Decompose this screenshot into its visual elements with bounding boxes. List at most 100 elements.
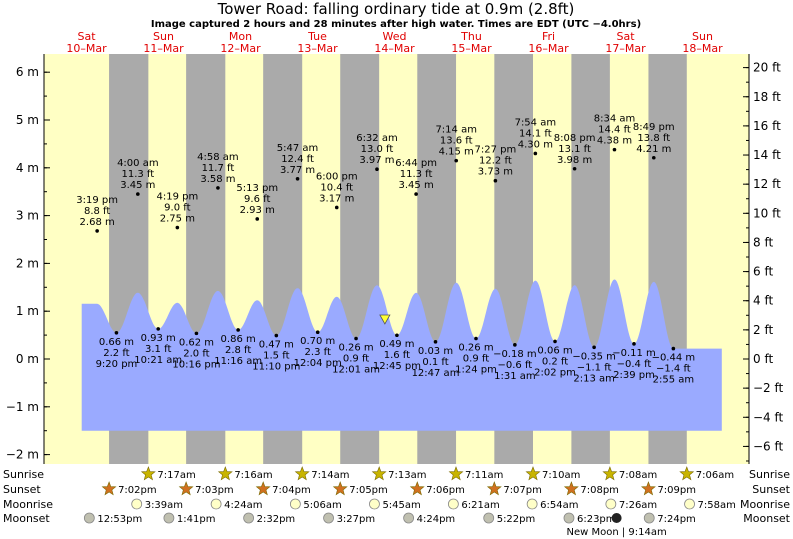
sun-icon	[525, 466, 541, 481]
tide-time: 7:14 am	[435, 125, 477, 136]
tide-height-ft: 2.8 ft	[225, 345, 251, 356]
tide-height-ft: 13.6 ft	[440, 136, 473, 147]
tide-point	[454, 158, 459, 163]
tide-point	[334, 205, 339, 210]
moon-icon	[643, 512, 655, 524]
tide-height-ft: 0.9 ft	[463, 354, 489, 365]
tide-height-m: −0.11 m	[612, 348, 656, 359]
tide-time: 6:32 am	[356, 133, 398, 144]
tide-height-m: 4.38 m	[597, 136, 632, 147]
sun-icon	[140, 466, 156, 481]
sun-icon	[332, 481, 348, 496]
tide-time: 8:34 am	[594, 114, 636, 125]
sun-icon	[563, 481, 579, 496]
tide-point	[474, 336, 478, 341]
day-date: 17–Mar	[605, 42, 646, 55]
astronomy-table: Sunrise Sunrise Sunset Sunset Moonrise Moonri…	[3, 466, 791, 538]
moon-icon	[526, 498, 538, 510]
header-background	[0, 0, 793, 54]
row-label-right: Sunrise	[749, 468, 790, 481]
moon-icon	[83, 512, 95, 524]
tide-height-ft: 2.3 ft	[305, 347, 331, 358]
moon-icon	[210, 498, 222, 510]
tide-height-ft: 9.0 ft	[164, 203, 190, 214]
tide-point	[114, 331, 119, 335]
chart-title: Tower Road: falling ordinary tide at 0.9…	[217, 0, 575, 18]
tide-height-m: 4.15 m	[439, 147, 474, 158]
tide-height-ft: 14.1 ft	[519, 128, 552, 139]
tide-height-m: 0.86 m	[221, 334, 256, 345]
tide-point	[295, 176, 300, 181]
tide-time: 1:24 pm	[455, 365, 497, 376]
tide-height-m: 3.58 m	[200, 174, 235, 185]
row-label-left: Sunset	[3, 483, 41, 496]
moon-icon	[163, 512, 175, 524]
sunset-time: 7:05pm	[349, 485, 388, 496]
tide-point	[612, 147, 617, 152]
tide-time: 12:01 am	[332, 365, 380, 376]
tide-time: 4:19 pm	[156, 192, 198, 203]
sun-icon	[294, 466, 310, 481]
day-name: Sat	[77, 30, 96, 43]
chart-subtitle: Image captured 2 hours and 28 minutes af…	[151, 19, 641, 30]
tide-time: 11:10 pm	[252, 362, 300, 373]
tide-height-m: 3.98 m	[557, 155, 592, 166]
tide-height-m: 0.03 m	[418, 346, 453, 357]
left-tick-label: −2 m	[6, 448, 39, 462]
tide-height-ft: 2.2 ft	[103, 348, 129, 359]
day-name: Fri	[542, 30, 555, 43]
tide-time: 6:44 pm	[395, 158, 437, 169]
tide-time: 12:04 pm	[294, 358, 342, 369]
tide-point	[136, 192, 140, 196]
sunset-time: 7:09pm	[657, 485, 696, 496]
tide-time: 10:21 am	[134, 355, 182, 366]
tide-height-m: 0.06 m	[537, 345, 572, 356]
left-tick-label: 6 m	[16, 65, 39, 79]
left-tick-label: 5 m	[16, 113, 39, 127]
day-date: 14–Mar	[374, 42, 415, 55]
day-date: 15–Mar	[451, 42, 492, 55]
moonset-time: 12:53pm	[97, 514, 142, 525]
tide-point	[375, 167, 379, 172]
tide-height-ft: 13.8 ft	[637, 133, 670, 144]
tide-height-m: 0.49 m	[379, 339, 414, 350]
tide-height-m: −0.18 m	[493, 349, 537, 360]
sunset-time: 7:08pm	[580, 485, 619, 496]
tide-labels: 3:19 pm8.8 ft2.68 m 0.66 m2.2 ft9:20 pm 4:…	[76, 114, 695, 386]
day-date: 16–Mar	[528, 42, 569, 55]
tide-height-m: 3.97 m	[359, 155, 394, 166]
tide-time: 7:27 pm	[475, 145, 517, 156]
tide-point	[433, 340, 438, 344]
tide-height-ft: 11.7 ft	[202, 163, 235, 174]
day-date: 12–Mar	[220, 42, 261, 55]
tide-time: 4:00 am	[117, 158, 159, 169]
tide-time: 11:16 am	[214, 356, 262, 367]
tide-point	[216, 186, 220, 190]
tide-point	[553, 339, 557, 344]
tide-height-m: 0.70 m	[300, 336, 335, 347]
tide-height-m: 2.75 m	[160, 214, 195, 225]
tide-time: 12:47 am	[412, 368, 460, 379]
tide-point	[592, 345, 596, 350]
moonrise-time: 4:24am	[224, 500, 262, 511]
left-tick-label: 0 m	[16, 352, 39, 366]
moonset-time: 2:32pm	[257, 514, 296, 525]
tide-time: 6:00 pm	[316, 171, 358, 182]
left-tick-label: −1 m	[6, 400, 39, 414]
tide-height-ft: 2.0 ft	[183, 348, 209, 359]
right-tick-label: −6 ft	[753, 439, 784, 453]
row-label-right: Sunset	[752, 483, 790, 496]
row-label-right: Moonset	[743, 512, 790, 525]
tide-height-ft: 13.1 ft	[558, 144, 591, 155]
tide-height-ft: 1.6 ft	[384, 350, 410, 361]
tide-height-m: −0.44 m	[652, 353, 696, 364]
sun-icon	[217, 466, 233, 481]
moon-icon	[684, 498, 695, 510]
sun-icon	[448, 466, 464, 481]
tide-height-m: 0.26 m	[458, 343, 493, 354]
right-tick-label: 10 ft	[753, 206, 781, 220]
sunrise-time: 7:16am	[234, 470, 272, 481]
tide-point	[274, 333, 279, 338]
sun-icon	[640, 481, 656, 496]
tide-time: 7:54 am	[515, 117, 557, 128]
